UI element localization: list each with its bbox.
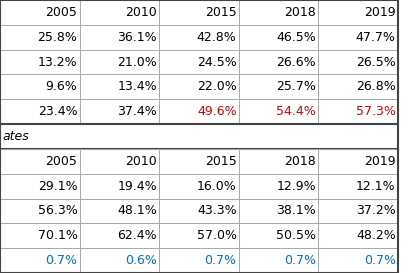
Text: 24.5%: 24.5% (196, 55, 236, 69)
Text: 2019: 2019 (363, 155, 395, 168)
Text: 47.7%: 47.7% (355, 31, 395, 44)
Text: 37.4%: 37.4% (117, 105, 157, 118)
Text: 0.7%: 0.7% (283, 254, 315, 267)
Text: 25.8%: 25.8% (38, 31, 77, 44)
Text: 26.8%: 26.8% (355, 80, 395, 93)
Text: 2019: 2019 (363, 6, 395, 19)
Text: 26.5%: 26.5% (355, 55, 395, 69)
Text: 57.3%: 57.3% (355, 105, 395, 118)
Text: 26.6%: 26.6% (276, 55, 315, 69)
Text: 48.1%: 48.1% (117, 204, 157, 218)
Text: 50.5%: 50.5% (275, 229, 315, 242)
Text: 2018: 2018 (284, 6, 315, 19)
Text: 2018: 2018 (284, 155, 315, 168)
Text: 0.7%: 0.7% (363, 254, 395, 267)
Text: 43.3%: 43.3% (196, 204, 236, 218)
Text: 2010: 2010 (125, 155, 157, 168)
Text: 2005: 2005 (45, 6, 77, 19)
Text: 2015: 2015 (204, 6, 236, 19)
Text: 16.0%: 16.0% (196, 180, 236, 193)
Text: 2010: 2010 (125, 6, 157, 19)
Text: 23.4%: 23.4% (38, 105, 77, 118)
Text: 0.7%: 0.7% (204, 254, 236, 267)
Text: 57.0%: 57.0% (196, 229, 236, 242)
Text: 13.2%: 13.2% (38, 55, 77, 69)
Text: 12.9%: 12.9% (276, 180, 315, 193)
Text: 0.6%: 0.6% (125, 254, 157, 267)
Text: 2005: 2005 (45, 155, 77, 168)
Text: 13.4%: 13.4% (117, 80, 157, 93)
Text: 0.7%: 0.7% (45, 254, 77, 267)
Text: 54.4%: 54.4% (276, 105, 315, 118)
Text: 22.0%: 22.0% (196, 80, 236, 93)
Text: 29.1%: 29.1% (38, 180, 77, 193)
Text: 37.2%: 37.2% (355, 204, 395, 218)
Text: 49.6%: 49.6% (196, 105, 236, 118)
Text: 70.1%: 70.1% (38, 229, 77, 242)
Text: 56.3%: 56.3% (38, 204, 77, 218)
Text: 2015: 2015 (204, 155, 236, 168)
Text: 12.1%: 12.1% (355, 180, 395, 193)
Text: 9.6%: 9.6% (46, 80, 77, 93)
Text: ates: ates (2, 130, 29, 143)
Text: 21.0%: 21.0% (117, 55, 157, 69)
Text: 25.7%: 25.7% (276, 80, 315, 93)
Text: 62.4%: 62.4% (117, 229, 157, 242)
Text: 19.4%: 19.4% (117, 180, 157, 193)
Text: 38.1%: 38.1% (276, 204, 315, 218)
Text: 48.2%: 48.2% (355, 229, 395, 242)
Text: 42.8%: 42.8% (196, 31, 236, 44)
Text: 46.5%: 46.5% (276, 31, 315, 44)
Text: 36.1%: 36.1% (117, 31, 157, 44)
